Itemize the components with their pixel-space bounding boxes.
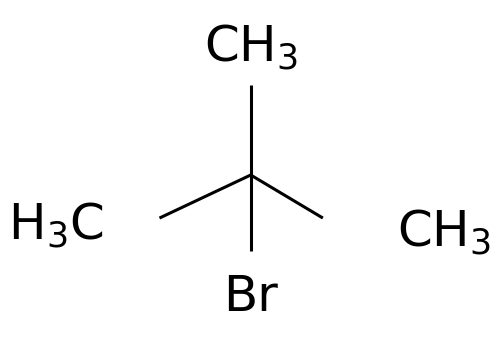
- Text: Br: Br: [224, 273, 278, 321]
- Text: H$_3$C: H$_3$C: [8, 200, 104, 250]
- Text: CH$_3$: CH$_3$: [397, 207, 492, 257]
- Text: CH$_3$: CH$_3$: [204, 22, 298, 72]
